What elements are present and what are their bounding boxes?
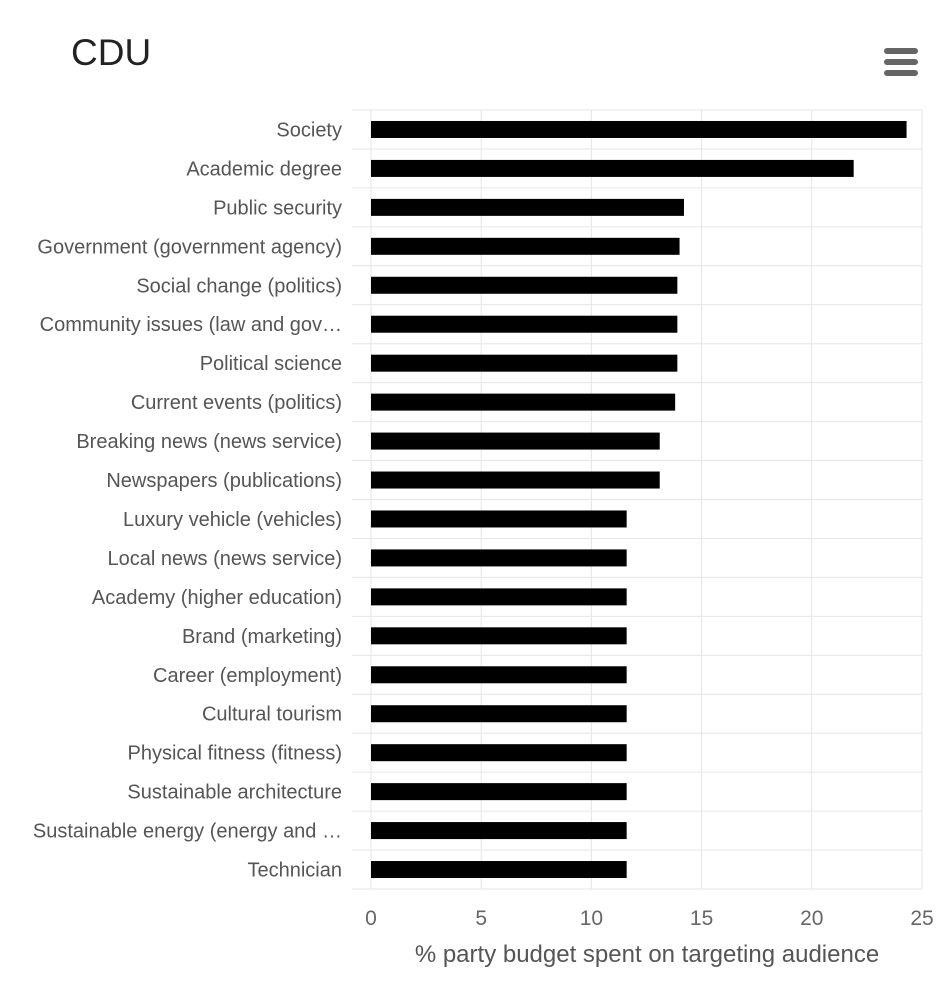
x-tick-label: 25 bbox=[910, 907, 933, 930]
x-tick-labels: 0 5 10 15 20 25 bbox=[365, 907, 934, 930]
category-label: Sustainable energy (energy and … bbox=[33, 821, 342, 843]
bar[interactable] bbox=[371, 471, 660, 489]
bar[interactable] bbox=[371, 276, 678, 294]
bar[interactable] bbox=[371, 159, 854, 177]
category-label: Academic degree bbox=[186, 158, 342, 180]
category-label: Community issues (law and gov… bbox=[40, 314, 342, 336]
category-label: Physical fitness (fitness) bbox=[127, 743, 342, 765]
bar[interactable] bbox=[371, 549, 627, 567]
bar[interactable] bbox=[371, 627, 627, 645]
bar[interactable] bbox=[371, 432, 660, 450]
x-tick-label: 5 bbox=[475, 907, 487, 930]
bar[interactable] bbox=[371, 705, 627, 723]
hamburger-menu-icon-bar bbox=[884, 59, 918, 65]
chart-title: CDU bbox=[71, 32, 152, 73]
category-label: Social change (politics) bbox=[136, 275, 342, 297]
category-label: Society bbox=[276, 119, 342, 141]
bar[interactable] bbox=[371, 354, 678, 372]
bar[interactable] bbox=[371, 120, 907, 138]
x-tick-label: 0 bbox=[365, 907, 377, 930]
bar[interactable] bbox=[371, 588, 627, 606]
category-label: Academy (higher education) bbox=[92, 587, 342, 609]
x-tick-label: 15 bbox=[690, 907, 713, 930]
bars bbox=[371, 120, 907, 879]
category-label: Breaking news (news service) bbox=[76, 431, 342, 453]
category-label: Local news (news service) bbox=[107, 548, 342, 570]
x-tick-label: 20 bbox=[800, 907, 823, 930]
bar[interactable] bbox=[371, 510, 627, 528]
bar[interactable] bbox=[371, 237, 680, 255]
bar[interactable] bbox=[371, 744, 627, 762]
category-labels: Society Academic degree Public security Gov… bbox=[33, 119, 342, 881]
category-label: Career (employment) bbox=[153, 665, 342, 687]
bar[interactable] bbox=[371, 822, 627, 840]
category-label: Brand (marketing) bbox=[182, 626, 342, 648]
chart-menu-button[interactable] bbox=[882, 46, 922, 80]
x-tick-label: 10 bbox=[580, 907, 603, 930]
category-label: Political science bbox=[200, 353, 342, 375]
category-label: Current events (politics) bbox=[131, 392, 342, 414]
bar[interactable] bbox=[371, 393, 676, 411]
category-label: Cultural tourism bbox=[202, 704, 342, 726]
category-label: Public security bbox=[213, 197, 342, 219]
category-label: Government (government agency) bbox=[37, 236, 342, 258]
x-axis-title: % party budget spent on targeting audien… bbox=[415, 941, 879, 968]
category-label: Newspapers (publications) bbox=[106, 470, 342, 492]
bar[interactable] bbox=[371, 666, 627, 684]
hamburger-menu-icon-bar bbox=[884, 70, 918, 76]
bar[interactable] bbox=[371, 315, 678, 333]
category-label: Technician bbox=[247, 860, 342, 882]
bar[interactable] bbox=[371, 861, 627, 879]
bar[interactable] bbox=[371, 783, 627, 801]
category-label: Sustainable architecture bbox=[127, 782, 342, 804]
bar[interactable] bbox=[371, 198, 684, 216]
hamburger-menu-icon bbox=[884, 48, 918, 54]
grid-lines bbox=[352, 109, 923, 890]
category-label: Luxury vehicle (vehicles) bbox=[123, 509, 342, 531]
